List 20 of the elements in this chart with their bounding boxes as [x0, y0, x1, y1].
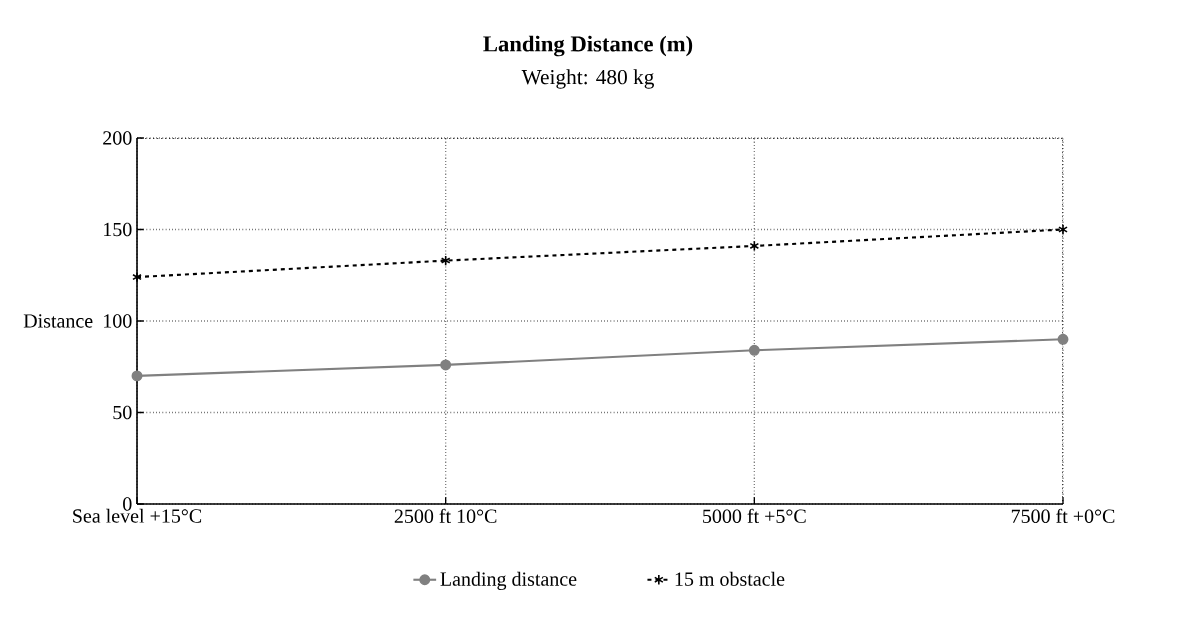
- point: [440, 359, 452, 371]
- y-tick-label: 100: [104, 314, 132, 328]
- point: [132, 271, 142, 283]
- y-axis-title: Distance: [23, 314, 93, 328]
- x-tick-label: 7500 ft +0°C: [1011, 508, 1115, 523]
- point: [748, 344, 760, 356]
- chart-subtitle: Weight: 480 kg: [521, 69, 655, 89]
- chart-title: Landing Distance (m): [483, 35, 693, 57]
- x-tick-label: 2500 ft 10°C: [394, 508, 497, 523]
- y-tick-label: 150: [104, 222, 132, 237]
- point: [440, 255, 451, 267]
- legend-label: 15 m obstacle: [675, 571, 785, 586]
- point: [1057, 333, 1069, 345]
- legend-label: Landing distance: [440, 571, 577, 590]
- y-tick-label: 200: [103, 131, 132, 145]
- x-tick-label: 5000 ft +5°C: [703, 508, 806, 523]
- y-tick-label: 50: [113, 405, 132, 420]
- point: [131, 370, 143, 382]
- point: [749, 240, 760, 252]
- point: [1058, 224, 1068, 235]
